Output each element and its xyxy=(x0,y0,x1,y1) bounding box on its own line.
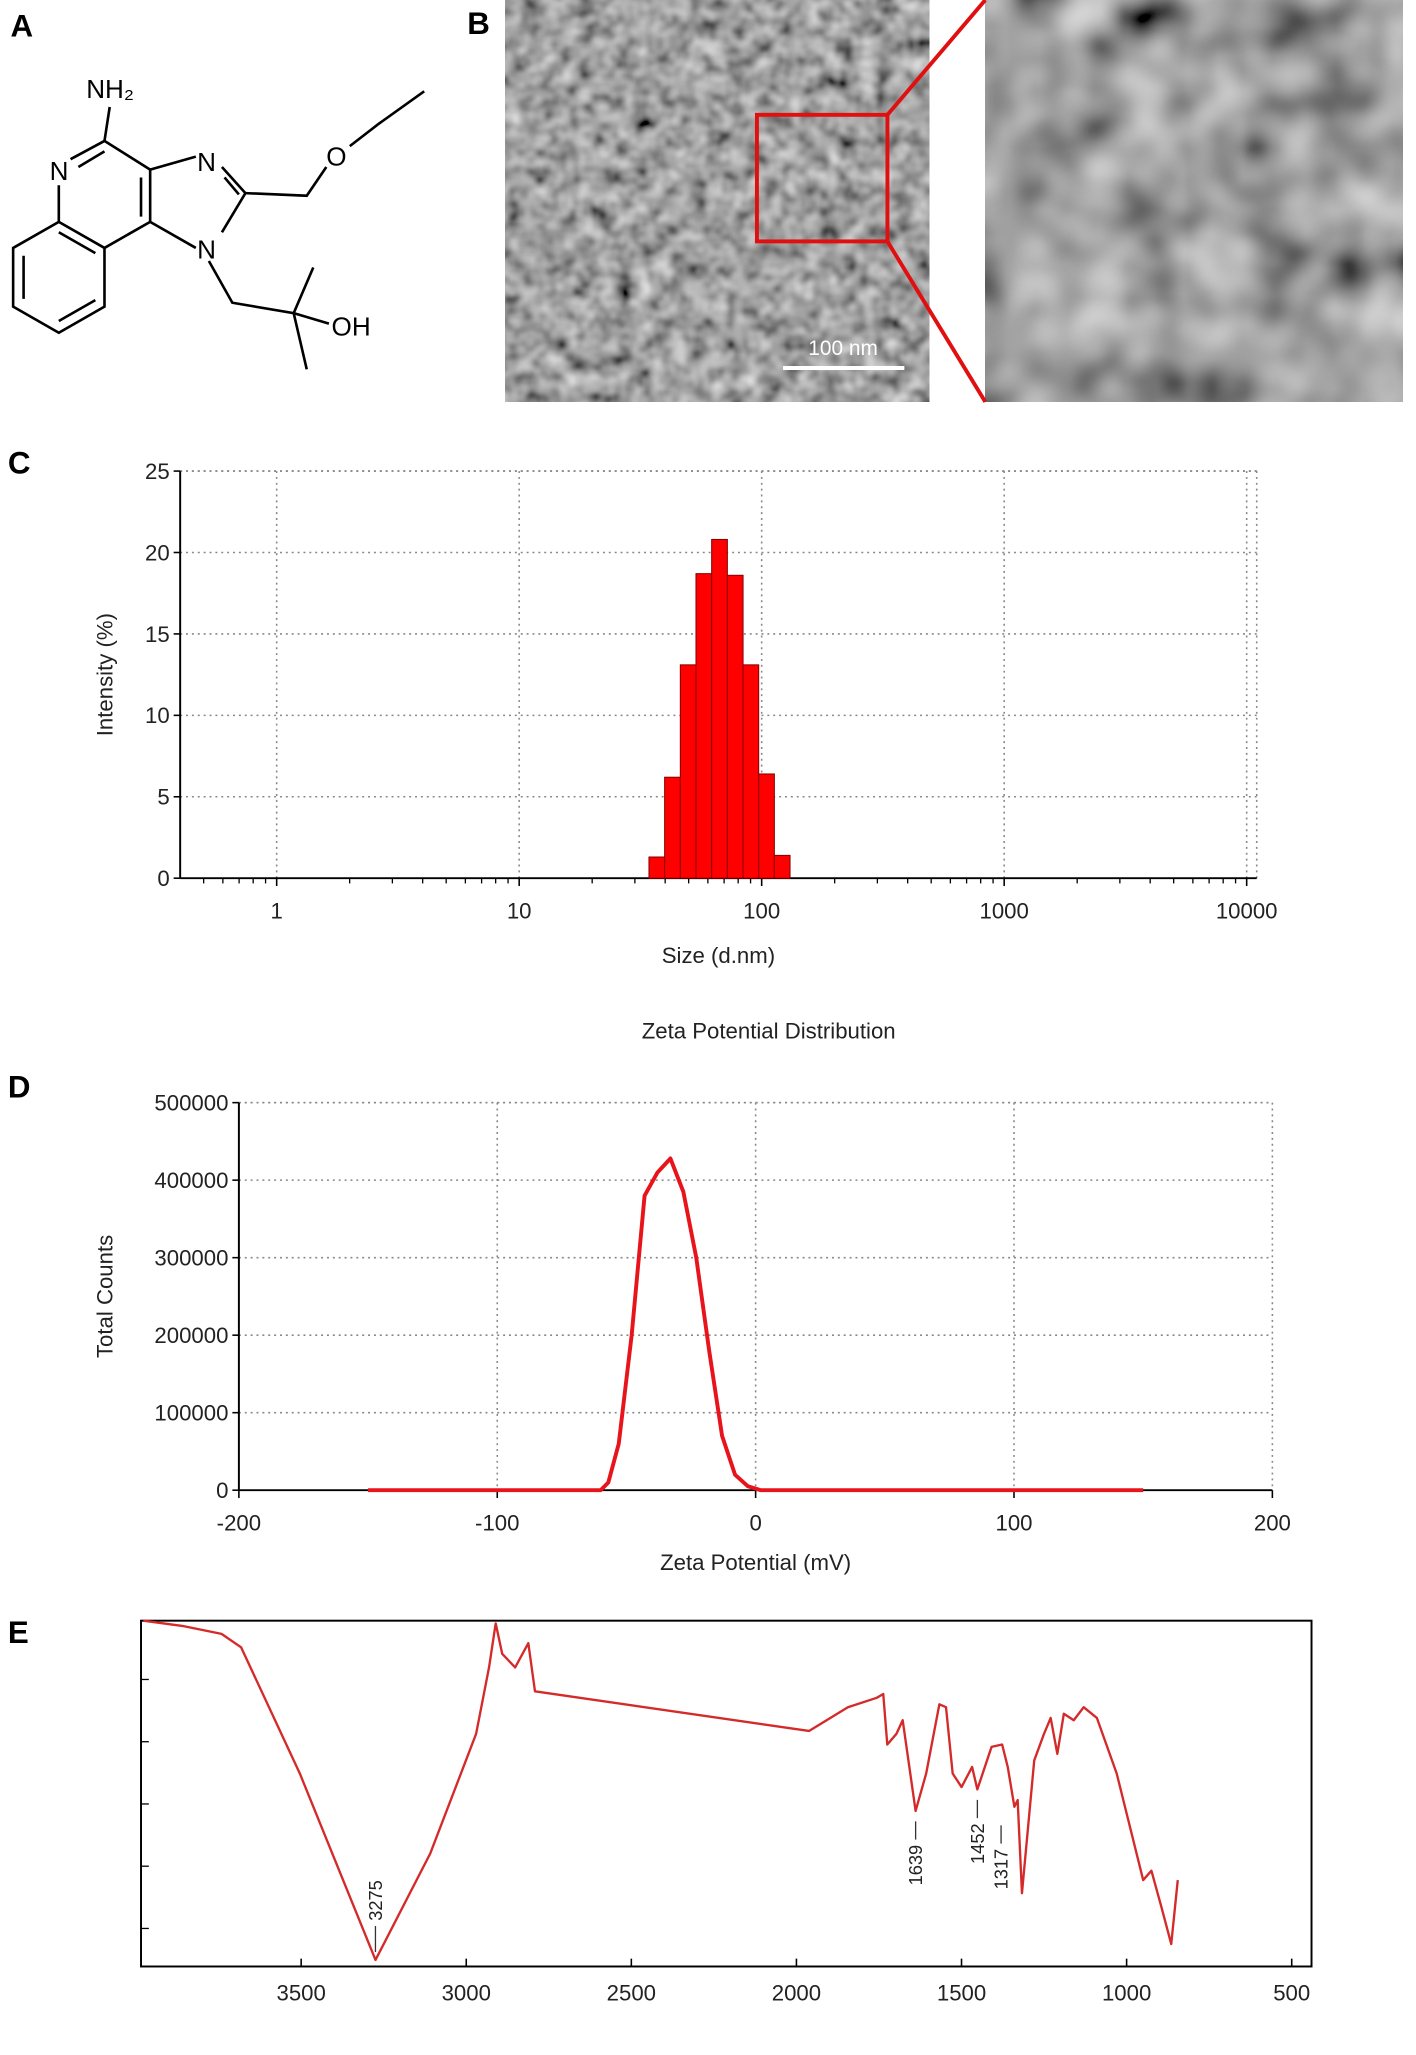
x-axis-label: Zeta Potential (mV) xyxy=(660,1550,851,1575)
chemical-structure: NH₂ N N N O OH xyxy=(11,74,425,370)
panel-label: B xyxy=(467,6,490,41)
bar xyxy=(758,773,775,879)
bond xyxy=(207,260,330,370)
y-tick-label: 5 xyxy=(157,785,169,810)
peak-label: 1317 xyxy=(991,1849,1012,1890)
bond xyxy=(77,150,143,217)
bar xyxy=(695,573,713,879)
y-tick-label: 20 xyxy=(145,540,170,565)
x-tick-label: 10 xyxy=(507,899,532,924)
x-tick-label: -100 xyxy=(475,1511,519,1536)
atom-label: OH xyxy=(332,311,371,341)
sem-image xyxy=(505,0,930,402)
y-tick-label: 10 xyxy=(145,703,170,728)
panel-label: E xyxy=(8,1615,29,1650)
atom-label: N xyxy=(197,147,216,177)
x-tick-label: 10000 xyxy=(1216,899,1278,924)
y-tick-label: 0 xyxy=(216,1478,228,1503)
atom-label: N xyxy=(197,234,216,264)
bond xyxy=(22,231,96,323)
panel-label: D xyxy=(8,1069,31,1104)
chart-title: Zeta Potential Distribution xyxy=(642,1019,896,1044)
y-tick-label: 400000 xyxy=(154,1168,228,1193)
bond xyxy=(103,106,111,142)
x-tick-label: 3500 xyxy=(276,1980,325,2005)
bar xyxy=(648,856,666,879)
bar xyxy=(679,664,697,879)
y-tick-label: 25 xyxy=(145,459,170,484)
x-tick-label: 100 xyxy=(995,1511,1032,1536)
x-tick-label: 3000 xyxy=(442,1980,491,2005)
x-tick-label: 100 xyxy=(743,899,780,924)
zoom-box xyxy=(754,112,890,244)
peak-label: 1452 xyxy=(967,1823,988,1864)
x-tick-label: 1000 xyxy=(1102,1980,1151,2005)
zoom-line xyxy=(885,240,987,403)
x-tick-label: 1000 xyxy=(980,899,1029,924)
peak-label: 3275 xyxy=(365,1880,386,1921)
panel-label: A xyxy=(11,9,34,44)
atom-label: O xyxy=(326,142,346,172)
x-tick-label: 2500 xyxy=(607,1980,656,2005)
y-tick-label: 15 xyxy=(145,622,170,647)
data-line xyxy=(143,1619,1179,1962)
panel-label: C xyxy=(8,446,31,481)
peak-label: 1639 xyxy=(905,1845,926,1886)
bar xyxy=(742,664,760,879)
atom-label: N xyxy=(50,156,69,186)
x-tick-label: 1500 xyxy=(937,1980,986,2005)
data-line xyxy=(368,1156,1144,1493)
bar xyxy=(711,538,728,879)
x-tick-label: 200 xyxy=(1254,1511,1291,1536)
zoom-line xyxy=(885,0,987,117)
atom-label: NH₂ xyxy=(86,74,134,104)
sem-zoom-image xyxy=(985,0,1403,402)
scale-bar-label: 100 nm xyxy=(808,337,878,360)
y-tick-label: 0 xyxy=(157,866,169,891)
x-tick-label: 2000 xyxy=(772,1980,821,2005)
plot-frame xyxy=(140,1619,1313,1968)
x-tick-label: 500 xyxy=(1273,1980,1310,2005)
bond xyxy=(57,139,152,250)
x-tick-label: 0 xyxy=(749,1511,761,1536)
bar xyxy=(773,854,791,879)
y-tick-label: 200000 xyxy=(154,1323,228,1348)
bar xyxy=(664,776,681,879)
x-tick-label: 1 xyxy=(270,899,282,924)
y-axis-label: Intensity (%) xyxy=(92,613,117,736)
micrographs: 100 nm xyxy=(505,0,1403,403)
bond xyxy=(245,90,425,198)
y-tick-label: 100000 xyxy=(154,1401,228,1426)
y-tick-label: 300000 xyxy=(154,1245,228,1270)
bond xyxy=(11,220,106,335)
x-tick-label: -200 xyxy=(217,1511,261,1536)
y-tick-label: 500000 xyxy=(154,1090,228,1115)
bar xyxy=(726,574,744,879)
y-axis-label: Total Counts xyxy=(92,1235,117,1358)
x-axis-label: Size (d.nm) xyxy=(662,943,775,968)
